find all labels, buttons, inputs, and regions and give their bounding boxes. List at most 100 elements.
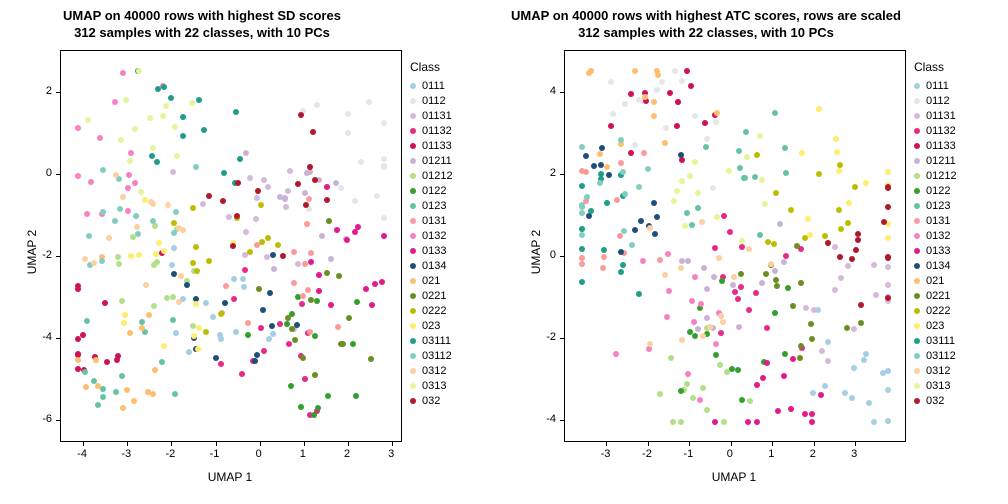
scatter-point — [679, 337, 685, 343]
legend-dot — [914, 338, 920, 344]
scatter-point — [193, 164, 199, 170]
legend-label: 0131 — [926, 215, 950, 227]
scatter-point — [174, 153, 180, 159]
scatter-point — [136, 252, 142, 258]
legend-label: 0134 — [422, 260, 446, 272]
legend-dot — [914, 353, 920, 359]
scatter-point — [127, 158, 133, 164]
scatter-point — [579, 246, 585, 252]
scatter-point — [849, 256, 855, 262]
scatter-point — [885, 169, 891, 175]
scatter-point — [816, 171, 822, 177]
scatter-point — [135, 231, 141, 237]
legend-item: 0313 — [914, 378, 957, 393]
scatter-point — [772, 268, 778, 274]
scatter-point — [261, 177, 267, 183]
scatter-point — [710, 185, 716, 191]
scatter-point — [849, 395, 855, 401]
scatter-point — [221, 170, 227, 176]
scatter-point — [664, 314, 670, 320]
legend-item: 01133 — [914, 138, 957, 153]
scatter-point — [326, 218, 332, 224]
scatter-point — [82, 369, 88, 375]
scatter-point — [355, 224, 361, 230]
scatter-point — [100, 167, 106, 173]
legend-item: 0111 — [410, 78, 453, 93]
legend-item: 0123 — [914, 198, 957, 213]
xtick — [171, 441, 172, 446]
scatter-point — [193, 244, 199, 250]
scatter-point — [807, 232, 813, 238]
legend-label: 0123 — [926, 200, 950, 212]
xtick-label: -2 — [165, 448, 175, 460]
scatter-point — [196, 97, 202, 103]
scatter-point — [838, 275, 844, 281]
scatter-point — [150, 145, 156, 151]
scatter-point — [253, 216, 259, 222]
scatter-point — [735, 367, 741, 373]
legend-dot — [914, 248, 920, 254]
scatter-point — [772, 110, 778, 116]
legend-dot — [914, 383, 920, 389]
scatter-point — [345, 111, 351, 117]
scatter-point — [234, 213, 240, 219]
legend: Class01110112011310113201133012110121201… — [410, 60, 453, 408]
legend-item: 0133 — [914, 243, 957, 258]
scatter-point — [142, 197, 148, 203]
scatter-point — [161, 343, 167, 349]
scatter-point — [736, 324, 742, 330]
scatter-point — [579, 144, 585, 150]
scatter-point — [82, 256, 88, 262]
scatter-point — [366, 99, 372, 105]
scatter-point — [338, 185, 344, 191]
scatter-point — [691, 319, 697, 325]
scatter-point — [151, 262, 157, 268]
scatter-point — [753, 290, 759, 296]
scatter-point — [881, 219, 887, 225]
scatter-point — [825, 358, 831, 364]
scatter-point — [809, 419, 815, 425]
scatter-point — [172, 391, 178, 397]
scatter-point — [809, 336, 815, 342]
scatter-point — [173, 330, 179, 336]
scatter-point — [629, 242, 635, 248]
scatter-point — [258, 325, 264, 331]
y-axis-label: UMAP 2 — [529, 230, 543, 274]
scatter-point — [863, 180, 869, 186]
scatter-point — [628, 150, 634, 156]
legend-label: 0111 — [422, 80, 445, 92]
scatter-point — [120, 405, 126, 411]
scatter-point — [666, 288, 672, 294]
xtick — [304, 441, 305, 446]
ytick-label: -2 — [536, 331, 556, 343]
scatter-point — [168, 95, 174, 101]
scatter-point — [781, 259, 787, 265]
scatter-point — [711, 274, 717, 280]
scatter-point — [771, 241, 777, 247]
scatter-point — [701, 265, 707, 271]
legend-label: 0312 — [422, 365, 446, 377]
legend-dot — [914, 128, 920, 134]
scatter-point — [851, 326, 857, 332]
legend-dot — [914, 158, 920, 164]
scatter-point — [744, 154, 750, 160]
scatter-point — [97, 135, 103, 141]
scatter-point — [305, 287, 311, 293]
legend-dot — [410, 383, 416, 389]
ytick-label: -6 — [32, 413, 52, 425]
scatter-point — [190, 323, 196, 329]
scatter-point — [203, 329, 209, 335]
scatter-point — [718, 330, 724, 336]
legend-label: 01131 — [926, 110, 956, 122]
scatter-point — [316, 288, 322, 294]
legend-item: 01131 — [914, 108, 957, 123]
scatter-point — [601, 247, 607, 253]
plot-area — [564, 50, 906, 442]
scatter-point — [712, 419, 718, 425]
scatter-point — [855, 237, 861, 243]
scatter-point — [345, 130, 351, 136]
scatter-point — [678, 419, 684, 425]
scatter-point — [885, 418, 891, 424]
scatter-point — [591, 163, 597, 169]
scatter-point — [374, 193, 380, 199]
